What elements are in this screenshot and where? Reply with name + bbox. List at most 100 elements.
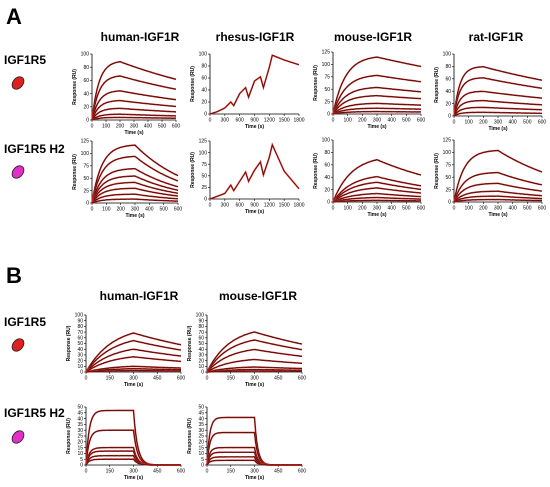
sensorgram-trace: [453, 190, 543, 203]
fit-curve: [85, 450, 181, 466]
x-tick-label: 100: [343, 118, 352, 124]
sensorgram-trace: [91, 198, 179, 204]
y-tick-label: 125: [443, 138, 452, 144]
y-tick-label: 0: [204, 112, 207, 118]
y-tick-label: 0: [80, 370, 83, 376]
sensorgram-trace: [91, 168, 179, 204]
y-tick-label: 20: [201, 100, 207, 106]
chart-A-r2-mouse: 0 20 40 60 80 100 0 100 200 300 400 500 600 Time (s) R…: [313, 138, 425, 218]
y-tick-label: 80: [83, 65, 89, 71]
y-axis-title: Response (RU): [66, 325, 72, 361]
y-axis-title: Response (RU): [190, 66, 196, 102]
x-tick-label: 450: [274, 469, 283, 475]
sensorgram-trace: [85, 356, 182, 373]
y-tick-label: 50: [324, 87, 330, 93]
igf1r5-h2-ellipse-icon: [11, 165, 25, 179]
x-axis-title: Time (s): [488, 212, 507, 218]
sensorgram-trace: [453, 77, 543, 116]
sensorgram-trace: [91, 175, 179, 204]
x-tick-label: 600: [417, 118, 426, 124]
sensorgram-trace: [91, 156, 179, 203]
x-tick-label: 450: [274, 376, 283, 382]
sensorgram-trace: [332, 86, 422, 115]
x-tick-label: 900: [250, 118, 259, 124]
y-tick-label: 80: [77, 324, 83, 330]
sensorgram-trace: [332, 159, 422, 203]
sensorgram-trace: [91, 75, 177, 120]
sensorgram-trace: [453, 66, 543, 117]
row-label-b-igf1r5: IGF1R5: [4, 315, 46, 329]
sensorgram-trace: [332, 176, 422, 202]
y-tick-label: 20: [198, 358, 204, 364]
y-tick-label: 100: [322, 138, 331, 144]
x-tick-label: 300: [221, 203, 230, 209]
y-tick-label: 60: [201, 76, 207, 82]
x-tick-label: 500: [159, 207, 168, 213]
x-tick-label: 1500: [279, 203, 290, 209]
x-tick-label: 0: [206, 376, 209, 382]
y-tick-label: 0: [448, 200, 451, 206]
sensorgram-trace: [209, 54, 300, 115]
sensorgram-trace: [91, 100, 177, 121]
y-tick-label: 40: [445, 89, 451, 95]
x-tick-label: 300: [494, 120, 503, 126]
x-tick-label: 600: [235, 118, 244, 124]
y-tick-label: 100: [322, 62, 331, 68]
x-tick-label: 300: [130, 124, 139, 130]
sensorgram-trace: [206, 349, 303, 373]
y-tick-label: 0: [80, 463, 83, 469]
y-tick-label: 0: [201, 463, 204, 469]
y-tick-label: 25: [445, 187, 451, 193]
y-tick-label: 40: [83, 91, 89, 97]
row-label-igf1r5-h2: IGF1R5 H2: [4, 142, 65, 156]
y-tick-label: 40: [77, 416, 83, 422]
b-igf1r5-h2-ellipse-icon: [11, 430, 25, 444]
y-tick-label: 60: [83, 78, 89, 84]
x-tick-label: 1800: [293, 118, 304, 124]
x-axis-title: Time (s): [124, 475, 143, 481]
sensorgram-trace: [333, 199, 422, 203]
y-tick-label: 40: [77, 347, 83, 353]
y-tick-label: 10: [198, 451, 204, 457]
x-tick-label: 0: [209, 118, 212, 124]
sensorgram-trace: [332, 196, 422, 203]
sensorgram-trace: [206, 339, 303, 372]
sensorgram-trace: [206, 366, 303, 373]
y-axis-title: Response (RU): [313, 153, 319, 189]
x-tick-label: 500: [158, 124, 167, 130]
x-tick-label: 600: [177, 469, 186, 475]
fit-curve: [453, 106, 543, 117]
sensorgram-trace: [91, 181, 179, 204]
sensorgram-trace: [332, 56, 422, 115]
y-tick-label: 50: [83, 176, 89, 182]
sensorgram-trace: [332, 110, 422, 115]
y-tick-label: 100: [199, 52, 208, 58]
sensorgram-trace: [453, 111, 543, 117]
y-tick-label: 35: [198, 422, 204, 428]
y-tick-label: 10: [77, 451, 83, 457]
y-tick-label: 20: [83, 105, 89, 111]
x-tick-label: 600: [538, 120, 547, 126]
x-tick-label: 0: [332, 118, 335, 124]
x-axis-title: Time (s): [245, 475, 264, 481]
x-tick-label: 300: [250, 376, 259, 382]
b-igf1r5-ellipse-icon: [11, 338, 25, 352]
y-tick-label: 0: [204, 197, 207, 203]
x-tick-label: 200: [479, 120, 488, 126]
y-tick-label: 60: [324, 163, 330, 169]
x-tick-label: 200: [358, 206, 367, 212]
sensorgram-trace: [91, 107, 177, 121]
x-tick-label: 100: [102, 124, 111, 130]
y-tick-label: 100: [196, 313, 205, 319]
x-tick-label: 600: [538, 206, 547, 212]
fit-curve: [85, 458, 181, 466]
x-tick-label: 200: [116, 124, 125, 130]
x-tick-label: 150: [106, 469, 115, 475]
y-axis-title: Response (RU): [72, 69, 78, 105]
sensorgram-trace: [85, 458, 182, 466]
y-tick-label: 35: [77, 422, 83, 428]
